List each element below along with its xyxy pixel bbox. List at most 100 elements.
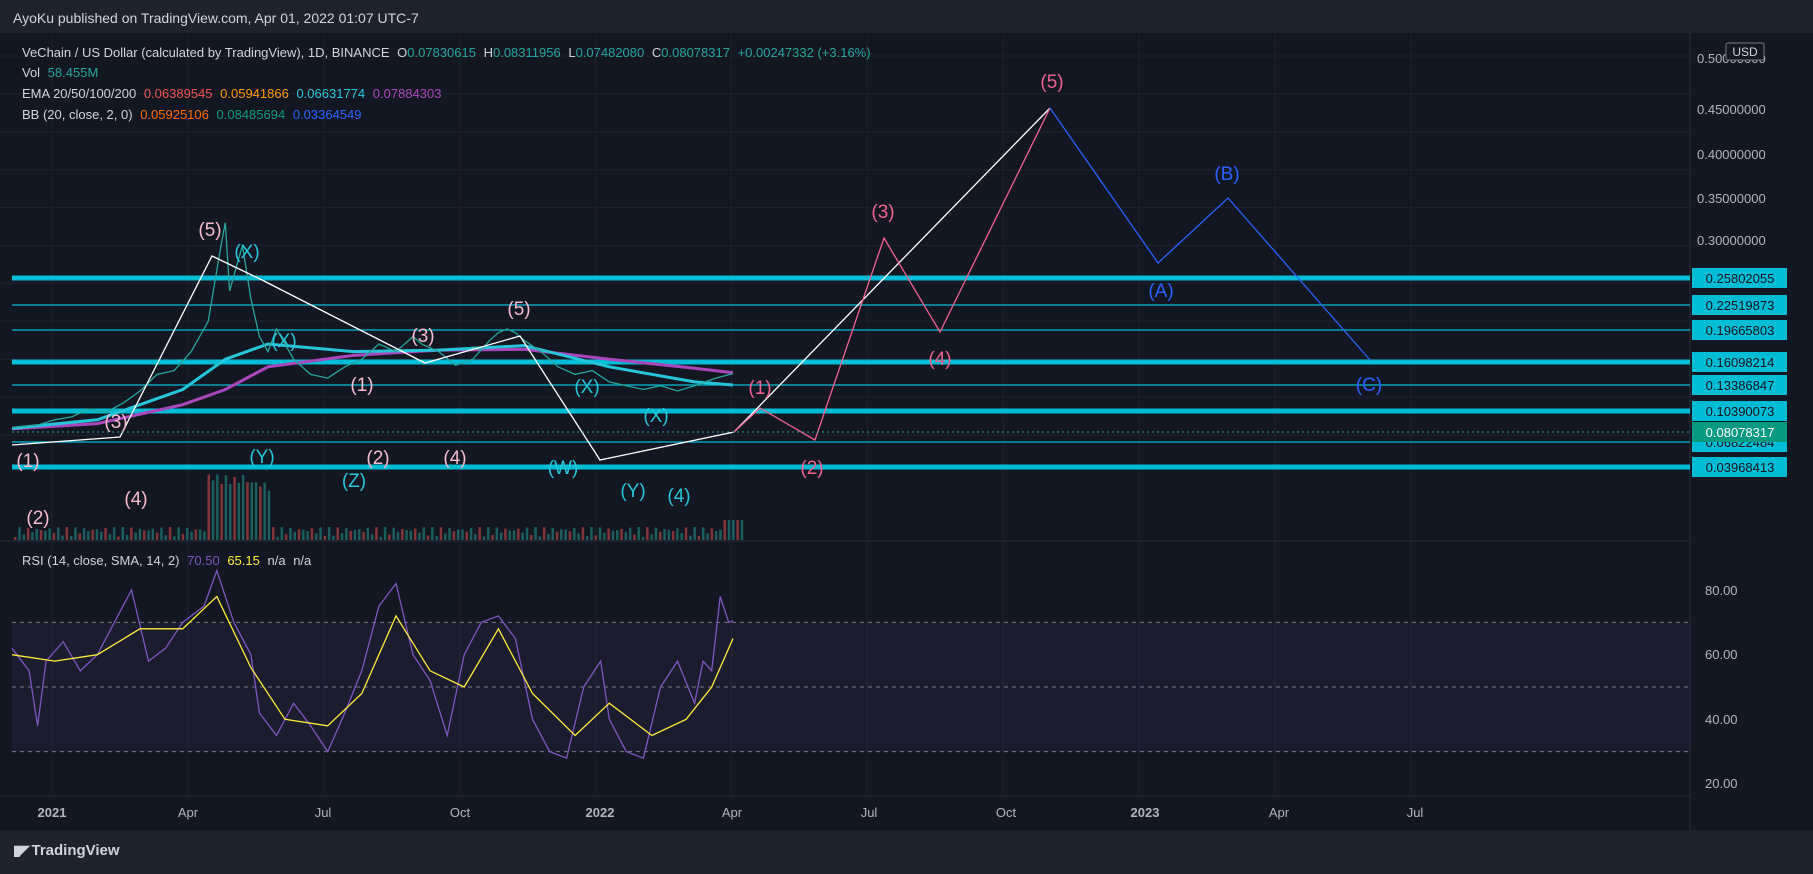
volume-bar [272, 527, 275, 540]
volume-bar [727, 520, 731, 540]
wave-label: (C) [1356, 375, 1382, 396]
wave-label: (2) [366, 448, 389, 469]
tradingview-logo[interactable]: ▮◤ TradingView [13, 842, 120, 859]
volume-bar [319, 527, 322, 540]
level-tag-label: 0.19665803 [1706, 323, 1775, 338]
bb-basis-value: 0.05925106 [140, 107, 209, 122]
volume-bar [637, 527, 640, 540]
volume-bar [370, 534, 374, 540]
rsi-tick-label: 60.00 [1705, 647, 1738, 662]
tv-logo-icon: ▮◤ [13, 842, 30, 858]
wave-label: (3) [104, 412, 127, 433]
volume-bar [233, 476, 236, 540]
volume-bar [332, 535, 335, 540]
volume-bar [216, 474, 219, 540]
wave-label: (4) [124, 489, 147, 510]
wave-label: (B) [1214, 164, 1239, 185]
close-value: 0.08078317 [661, 45, 730, 60]
open-value: 0.07830615 [407, 45, 476, 60]
time-tick-label: 2022 [586, 805, 615, 820]
volume-bar [125, 534, 129, 540]
ema20-value: 0.06389545 [143, 86, 213, 101]
volume-bar [168, 527, 172, 540]
volume-bar [418, 532, 421, 540]
level-tag [1692, 375, 1787, 395]
wave-label: (X) [574, 377, 599, 398]
volume-bar [646, 527, 649, 540]
volume-bar [35, 529, 38, 540]
volume-bar [607, 528, 610, 540]
volume-bar [173, 536, 176, 540]
volume-bar [530, 534, 533, 540]
volume-bar [130, 527, 133, 540]
volume-bar [143, 530, 146, 540]
wave-label: (4) [443, 448, 466, 469]
wave-label: (5) [507, 299, 530, 320]
rsi-tick-label: 80.00 [1705, 583, 1738, 598]
volume-bar [108, 534, 112, 540]
rsi-band [12, 622, 1690, 752]
volume-bar [671, 530, 675, 540]
volume-bar [736, 520, 739, 540]
volume-bar [349, 530, 352, 540]
ema-label: EMA 20/50/100/200 [22, 86, 137, 101]
ema100-value: 0.06631774 [296, 86, 366, 101]
rsi-ma-value: 65.15 [227, 553, 260, 568]
wave-label: (1) [16, 451, 39, 472]
volume-bar [186, 528, 189, 540]
low-value: 0.07482080 [575, 45, 645, 60]
volume-bar [422, 527, 425, 540]
time-tick-label: Apr [722, 805, 743, 820]
volume-bar [495, 527, 499, 540]
wave-label: (X) [234, 242, 259, 263]
volume-bar [366, 527, 370, 540]
volume-bar [585, 536, 589, 540]
close-label: C [651, 45, 662, 60]
volume-bar [487, 527, 490, 540]
volume-bar [706, 533, 709, 540]
volume-bar [263, 482, 266, 540]
volume-bar [48, 528, 51, 540]
volume-bar [680, 533, 683, 540]
rsi-na-1: n/a [267, 553, 286, 568]
volume-bar [44, 530, 47, 540]
volume-bar [435, 536, 438, 540]
level-tag-label: 0.25802055 [1706, 271, 1775, 286]
volume-bar [732, 520, 735, 540]
volume-bar [259, 486, 262, 540]
volume-bar [181, 533, 185, 540]
ema200-value: 0.07884303 [372, 86, 442, 101]
volume-bar [302, 529, 305, 540]
volume-bar [39, 530, 43, 540]
volume-bar [702, 527, 705, 540]
ema200-line [11, 347, 734, 431]
volume-bar [560, 529, 563, 540]
volume-bar [478, 527, 481, 540]
volume-bar [353, 529, 357, 540]
brand-name: TradingView [31, 842, 120, 859]
time-tick-label: Oct [450, 805, 471, 820]
volume-bar [26, 527, 30, 540]
wave-label: (5) [1040, 72, 1063, 93]
volume-bar [693, 527, 696, 540]
volume-bar [14, 537, 17, 540]
volume-bar [654, 527, 658, 540]
price-chart[interactable]: (1)(2)(3)(4)(5)(X)(X)(Y)(1)(2)(Z)(3)(4)(… [0, 33, 1813, 830]
volume-bar [190, 531, 193, 540]
volume-bar [78, 533, 81, 540]
volume-bar [293, 531, 296, 540]
price-tick-label: 0.45000000 [1697, 102, 1766, 117]
volume-bar [616, 530, 619, 540]
volume-bar [375, 527, 378, 540]
high-label: H [483, 45, 493, 60]
level-tag [1692, 352, 1787, 372]
wave-label: (Y) [249, 447, 274, 468]
volume-bar [177, 527, 180, 540]
volume-bar [723, 520, 726, 540]
volume-bar [392, 527, 395, 540]
volume-bar [297, 529, 301, 540]
volume-bar [155, 532, 159, 540]
volume-bar [624, 532, 628, 540]
volume-bar [521, 532, 524, 540]
volume-bar [95, 529, 99, 540]
